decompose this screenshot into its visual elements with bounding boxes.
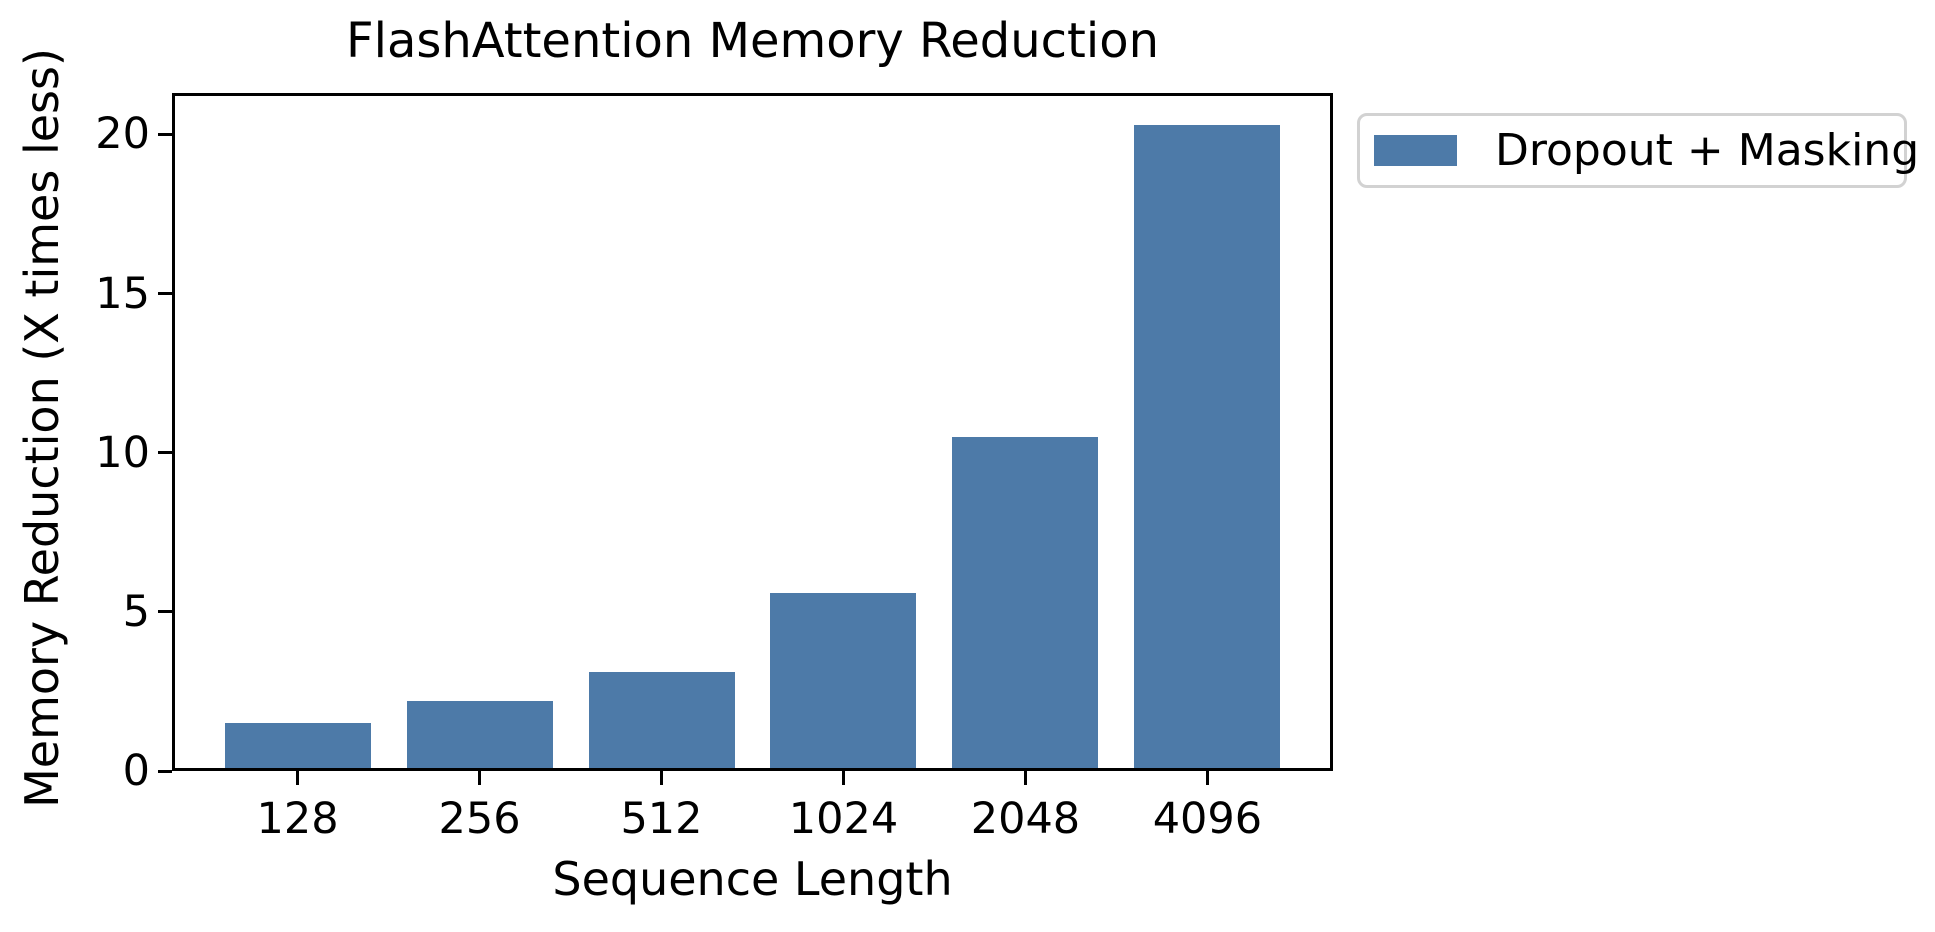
x-tick-mark	[1023, 771, 1027, 785]
bar-2048	[952, 436, 1099, 771]
y-tick-mark	[158, 451, 172, 455]
y-tick-mark	[158, 292, 172, 296]
x-tick-label: 1024	[788, 794, 899, 844]
x-tick-mark	[1205, 771, 1209, 785]
x-tick-mark	[841, 771, 845, 785]
legend-label: Dropout + Masking	[1495, 124, 1920, 176]
y-tick-label: 5	[122, 586, 150, 637]
y-tick-label: 15	[95, 268, 150, 319]
bar-256	[406, 700, 553, 771]
legend-swatch	[1374, 135, 1457, 166]
x-tick-mark	[478, 771, 482, 785]
bar-128	[224, 723, 371, 771]
bar-512	[588, 672, 735, 771]
legend: Dropout + Masking	[1357, 113, 1919, 188]
x-tick-mark	[296, 771, 300, 785]
x-tick-label: 2048	[970, 794, 1081, 844]
bar-4096	[1134, 124, 1281, 771]
y-tick-label: 0	[122, 746, 150, 796]
bar-1024	[770, 592, 917, 771]
x-tick-label: 4096	[1152, 794, 1263, 844]
x-tick-label: 256	[438, 794, 521, 844]
y-tick-label: 10	[95, 427, 150, 478]
x-tick-label: 128	[256, 794, 339, 844]
x-tick-label: 512	[620, 794, 703, 844]
y-tick-label: 20	[95, 109, 150, 160]
y-tick-mark	[158, 769, 172, 773]
y-tick-mark	[158, 610, 172, 614]
chart-title: FlashAttention Memory Reduction	[346, 13, 1159, 69]
x-tick-mark	[660, 771, 663, 785]
y-tick-mark	[158, 132, 172, 136]
x-axis-label: Sequence Length	[552, 852, 953, 906]
